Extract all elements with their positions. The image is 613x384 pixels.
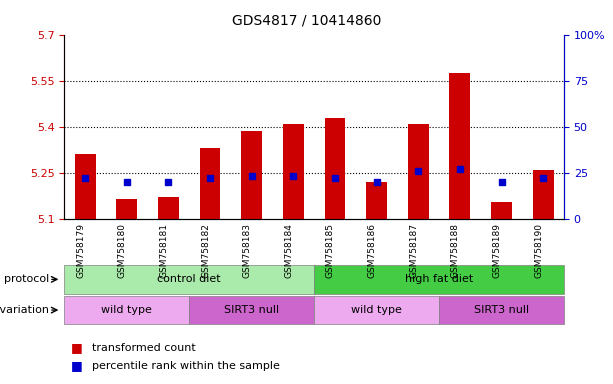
Bar (366, 182, 387, 219)
Text: ■: ■ (70, 341, 82, 354)
Text: ■: ■ (70, 359, 82, 372)
Text: control diet: control diet (158, 274, 221, 285)
Text: GSM758180: GSM758180 (118, 223, 127, 278)
Text: GSM758179: GSM758179 (76, 223, 85, 278)
Bar (75, 154, 96, 219)
Bar (158, 197, 179, 219)
Bar (116, 199, 137, 219)
Text: wild type: wild type (101, 305, 152, 315)
Text: SIRT3 null: SIRT3 null (224, 305, 280, 315)
Bar (533, 170, 554, 219)
Text: GSM758182: GSM758182 (201, 223, 210, 278)
Text: GSM758187: GSM758187 (409, 223, 418, 278)
Bar (283, 124, 304, 219)
Bar (449, 73, 470, 219)
Text: GSM758186: GSM758186 (368, 223, 376, 278)
Text: GSM758189: GSM758189 (492, 223, 501, 278)
Bar (491, 202, 512, 219)
Text: high fat diet: high fat diet (405, 274, 473, 285)
Text: transformed count: transformed count (92, 343, 196, 353)
Bar (242, 131, 262, 219)
Text: GSM758183: GSM758183 (243, 223, 252, 278)
Text: SIRT3 null: SIRT3 null (474, 305, 529, 315)
Text: GDS4817 / 10414860: GDS4817 / 10414860 (232, 13, 381, 27)
Text: GSM758190: GSM758190 (534, 223, 543, 278)
Text: percentile rank within the sample: percentile rank within the sample (92, 361, 280, 371)
Bar (324, 118, 345, 219)
Bar (408, 124, 428, 219)
Text: genotype/variation: genotype/variation (0, 305, 49, 315)
Text: GSM758181: GSM758181 (159, 223, 169, 278)
Text: GSM758188: GSM758188 (451, 223, 460, 278)
Text: GSM758184: GSM758184 (284, 223, 294, 278)
Text: wild type: wild type (351, 305, 402, 315)
Bar (200, 148, 221, 219)
Text: GSM758185: GSM758185 (326, 223, 335, 278)
Text: protocol: protocol (4, 274, 49, 285)
